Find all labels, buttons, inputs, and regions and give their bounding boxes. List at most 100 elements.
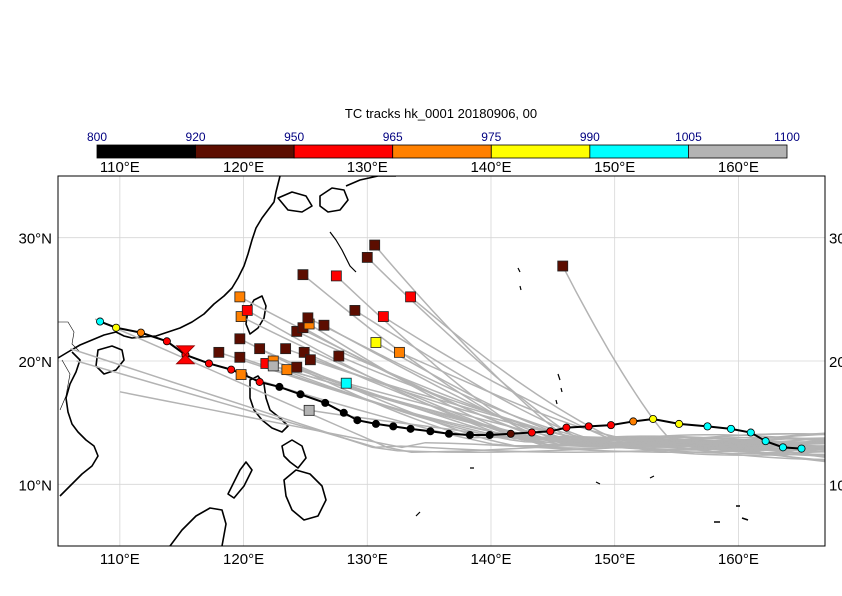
track-point: [746, 428, 755, 437]
endpoint-square: [340, 377, 352, 389]
lon-label-top: 110°E: [100, 159, 140, 176]
main-forecast-track: [96, 317, 806, 453]
colorbar-tick-label: 1100: [774, 130, 800, 144]
endpoint-square: [369, 239, 381, 251]
track-point: [546, 427, 555, 436]
lon-label-top: 150°E: [594, 159, 635, 176]
endpoint-square: [280, 343, 292, 355]
member-track: [76, 360, 825, 454]
colorbar-segment: [589, 144, 689, 159]
endpoint-square: [241, 305, 253, 316]
endpoint-square: [333, 350, 345, 362]
islands-caroline: [415, 467, 655, 517]
endpoint-square: [318, 319, 330, 331]
islands-guam: [555, 373, 563, 405]
track-point: [275, 382, 284, 391]
track-point: [444, 429, 453, 438]
colorbar-segment: [490, 144, 591, 159]
track-point: [426, 427, 435, 436]
colorbar-segment: [195, 144, 295, 159]
member-track: [366, 256, 825, 458]
endpoint-square: [349, 305, 361, 316]
lon-label-top: 130°E: [347, 159, 388, 176]
lon-label-bottom: 130°E: [347, 551, 388, 568]
track-point: [321, 398, 330, 407]
coastline-china: [58, 176, 281, 359]
track-point: [465, 430, 474, 439]
map-axis-labels: 110°E 110°E 120°E 120°E 130°E 130°E 140°E 140°E…: [18, 159, 842, 568]
endpoint-square: [370, 337, 382, 348]
endpoint-square: [234, 333, 246, 345]
island-borneo: [169, 507, 227, 546]
track-point: [204, 359, 213, 368]
lon-label-top: 140°E: [470, 159, 511, 176]
colorbar-tick-label: 990: [580, 130, 600, 144]
island-palawan: [227, 461, 253, 499]
colorbar-tick-label: 1005: [675, 130, 702, 144]
current-position-marker: [175, 345, 196, 365]
lon-label-bottom: 140°E: [470, 551, 511, 568]
lat-label-right: 20: [829, 354, 842, 371]
track-point: [406, 424, 415, 433]
colorbar-tick-label: 920: [186, 130, 206, 144]
track-point: [255, 377, 264, 386]
track-point: [629, 417, 638, 426]
endpoint-square: [302, 312, 314, 324]
political-borders: [58, 321, 81, 411]
member-track: [94, 318, 825, 453]
lon-label-bottom: 150°E: [594, 551, 635, 568]
track-point: [797, 444, 806, 453]
track-point: [562, 423, 571, 432]
track-point: [584, 422, 593, 431]
track-point: [726, 424, 735, 433]
lat-label-left: 20°N: [18, 354, 52, 371]
colorbar-tick-label: 800: [87, 130, 107, 144]
lon-label-bottom: 120°E: [223, 551, 264, 568]
member-track: [382, 315, 825, 446]
ensemble-endpoints: [213, 239, 569, 416]
track-point: [389, 422, 398, 431]
track-point: [227, 365, 236, 374]
island-kyushu: [319, 187, 349, 213]
track-point: [527, 428, 536, 437]
track-point: [675, 419, 684, 428]
coastline-vietnam: [59, 351, 99, 497]
track-point: [162, 337, 171, 346]
ryukyu-chain: [329, 231, 357, 273]
endpoint-square: [254, 343, 266, 355]
track-point: [371, 419, 380, 428]
endpoint-square: [235, 369, 247, 380]
endpoint-square: [303, 404, 315, 416]
islands-marshall: [714, 505, 749, 523]
lat-label-left: 10°N: [18, 477, 52, 494]
colorbar-tick-label: 975: [481, 130, 501, 144]
endpoint-square: [281, 364, 293, 376]
endpoint-square: [361, 251, 373, 263]
pressure-colorbar: 800 920 950 965 975 990 1005 1100: [87, 130, 800, 159]
colorbar-tick-label: 950: [284, 130, 304, 144]
endpoint-square: [394, 346, 405, 358]
lat-label-right: 10: [829, 477, 842, 494]
member-track: [119, 391, 825, 453]
endpoint-square: [297, 269, 309, 281]
endpoint-square: [377, 311, 389, 323]
track-point: [606, 421, 615, 430]
track-point: [649, 414, 658, 423]
endpoint-square: [235, 311, 247, 323]
track-point: [353, 416, 362, 425]
track-point: [506, 429, 515, 438]
colorbar-segment: [96, 144, 196, 159]
endpoint-square: [557, 260, 569, 272]
lon-label-bottom: 110°E: [100, 551, 140, 568]
colorbar-tick-label: 965: [383, 130, 403, 144]
island-mindanao: [283, 469, 327, 521]
map-frame: [57, 175, 826, 547]
lon-label-top: 120°E: [223, 159, 264, 176]
track-point: [703, 422, 712, 431]
korea-tip: [277, 191, 313, 213]
endpoint-square: [304, 354, 316, 366]
endpoint-square: [298, 346, 310, 358]
lat-label-right: 30: [829, 231, 842, 248]
track-point: [778, 443, 787, 452]
